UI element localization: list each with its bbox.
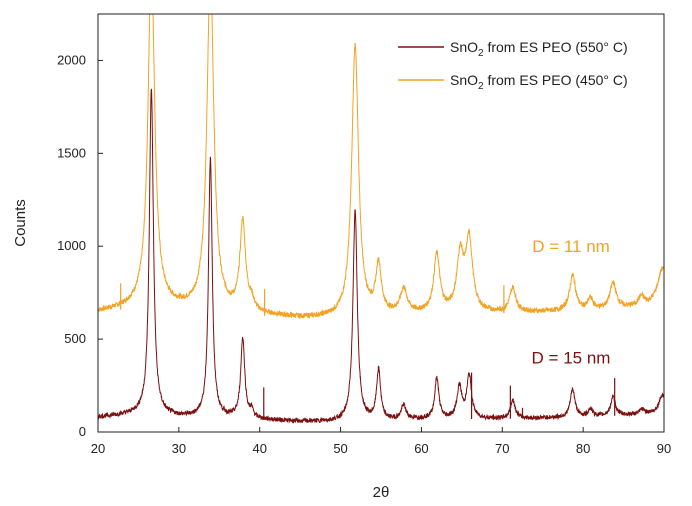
series-line-s550 <box>98 88 664 424</box>
legend: SnO2 from ES PEO (550° C) SnO2 from ES P… <box>398 39 628 92</box>
crystallite-size-450: D = 11 nm <box>532 237 610 256</box>
x-tick-label: 90 <box>657 441 671 456</box>
legend-label-450: SnO2 from ES PEO (450° C) <box>450 72 628 92</box>
crystallite-size-550: D = 15 nm <box>532 349 611 368</box>
x-tick-label: 50 <box>333 441 347 456</box>
x-tick-label: 30 <box>172 441 186 456</box>
x-tick-label: 60 <box>414 441 428 456</box>
y-tick-label: 0 <box>79 424 86 439</box>
legend-label-550: SnO2 from ES PEO (550° C) <box>450 39 628 59</box>
x-tick-label: 20 <box>91 441 105 456</box>
x-tick-label: 70 <box>495 441 509 456</box>
x-tick-label: 80 <box>576 441 590 456</box>
x-axis-title: 2θ <box>373 484 390 501</box>
axis-ticks: 20 30 40 50 60 70 80 90 0 500 1000 1500 2000 <box>57 52 671 456</box>
y-tick-label: 1000 <box>57 238 86 253</box>
series-layer <box>98 14 664 424</box>
x-tick-label: 40 <box>252 441 266 456</box>
y-axis-title: Counts <box>12 199 29 247</box>
y-tick-label: 500 <box>64 331 86 346</box>
y-tick-label: 1500 <box>57 145 86 160</box>
series-line-s450 <box>98 14 664 320</box>
plot-frame <box>97 13 665 433</box>
y-tick-label: 2000 <box>57 52 86 67</box>
